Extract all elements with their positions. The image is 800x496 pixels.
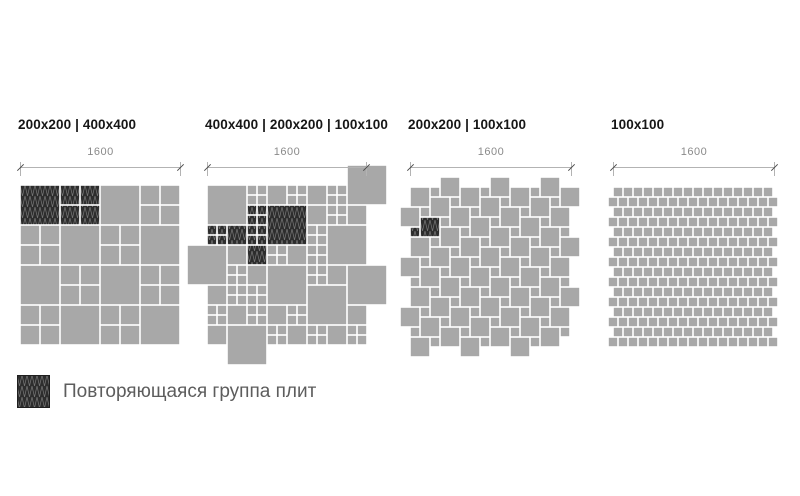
dimension-label: 1600 [273,146,301,158]
dimension-line: 1600 [16,145,185,185]
dimension-line: 1600 [609,145,779,185]
dimension-label: 1600 [680,146,708,158]
diagram-400x400-200x200-100x100: 400x400 | 200x200 | 100x100 1600 [187,117,388,365]
diagram-200x200-400x400: 200x200 | 400x400 1600 [16,117,185,345]
dimension-extension-left [207,162,208,176]
diagram-title: 100x100 [611,117,665,132]
tile-pattern-canvas [608,187,778,347]
tile-pattern-canvas [20,185,180,345]
dimension-rule [207,167,367,168]
legend: Повторяющаяся группа плит [17,375,316,408]
diagram-100x100: 100x100 1600 [608,117,779,347]
tile-pattern-canvas [400,177,580,357]
dimension-extension-right [366,162,367,176]
dimension-extension-left [410,162,411,176]
dimension-line: 1600 [406,145,576,185]
dimension-extension-right [774,162,775,176]
diagram-title: 200x200 | 100x100 [408,117,527,132]
repeating-group-swatch-icon [17,375,50,408]
dimension-extension-left [20,162,21,176]
dimension-rule [613,167,775,168]
tile-pattern-canvas [187,165,387,365]
dimension-extension-left [613,162,614,176]
dimension-extension-right [180,162,181,176]
dimension-label: 1600 [87,146,114,158]
dimension-label: 1600 [477,146,505,158]
diagram-200x200-100x100: 200x200 | 100x100 1600 [400,117,580,357]
diagram-title: 200x200 | 400x400 [18,117,137,132]
diagram-title: 400x400 | 200x200 | 100x100 [205,117,388,132]
dimension-extension-right [571,162,572,176]
dimension-line: 1600 [203,145,371,185]
legend-label: Повторяющаяся группа плит [63,380,317,402]
dimension-rule [20,167,181,168]
dimension-rule [410,167,572,168]
